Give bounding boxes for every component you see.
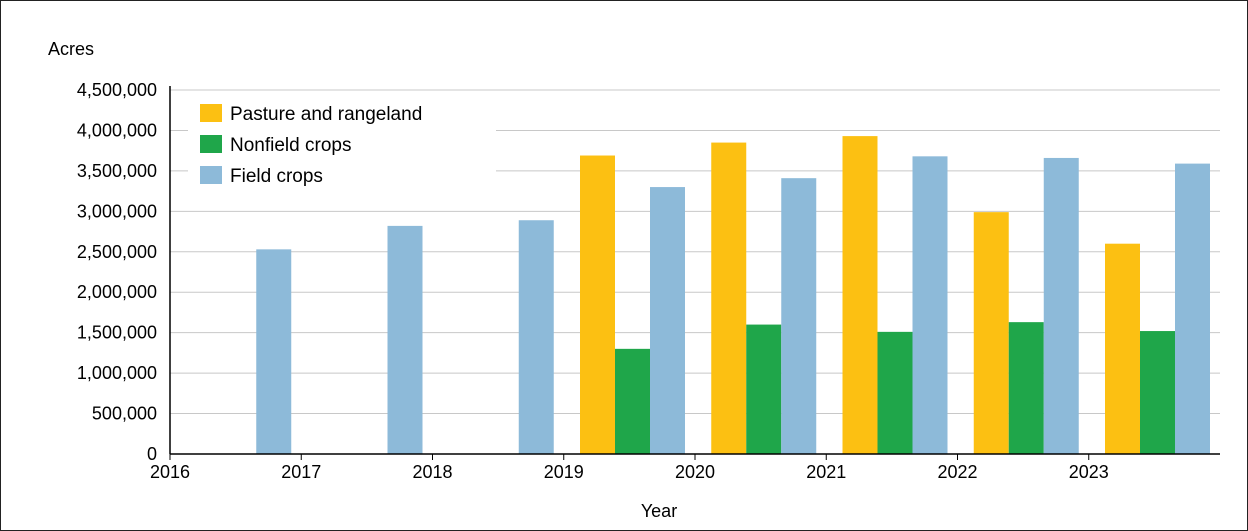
legend-swatch [200,135,222,153]
bar-pasture-and-rangeland-2020 [711,142,747,455]
bars [256,136,1210,455]
legend-swatch [200,166,222,184]
legend-label: Nonfield crops [230,135,351,156]
y-axis-title: Acres [48,39,94,59]
y-tick-label: 1,500,000 [77,323,157,343]
bar-field-crops-2020 [781,178,817,454]
bar-field-crops-2018 [518,220,554,454]
y-tick-label: 500,000 [92,404,157,424]
y-tick-label: 0 [147,444,157,464]
y-tick-label: 3,500,000 [77,161,157,181]
x-tick-label: 2022 [937,462,977,482]
x-axis-title: Year [641,501,677,521]
legend-label: Field crops [230,166,323,187]
x-tick-label: 2018 [412,462,452,482]
legend: Pasture and rangeland Nonfield crops Field… [188,92,496,196]
y-tick-label: 4,000,000 [77,120,157,140]
x-tick-label: 2016 [150,462,190,482]
bar-field-crops-2021 [912,156,948,454]
y-tick-label: 4,500,000 [77,80,157,100]
y-tick-label: 1,000,000 [77,363,157,383]
legend-background [188,92,496,196]
x-tick-label: 2019 [544,462,584,482]
bar-field-crops-2016 [256,249,292,454]
x-tick-label: 2021 [806,462,846,482]
bar-nonfield-crops-2020 [746,324,782,454]
bar-field-crops-2017 [387,225,423,454]
bar-field-crops-2022 [1043,157,1079,455]
bar-nonfield-crops-2021 [877,331,913,454]
bar-nonfield-crops-2019 [615,348,650,454]
legend-label: Pasture and rangeland [230,104,422,125]
bar-pasture-and-rangeland-2019 [580,155,615,454]
x-tick-label: 2017 [281,462,321,482]
bar-field-crops-2019 [650,187,685,455]
bar-pasture-and-rangeland-2023 [1105,243,1140,454]
x-tick-label: 2020 [675,462,715,482]
y-tick-label: 2,000,000 [77,282,157,302]
x-tick-labels: 2016 2017 2018 2019 2020 2021 2022 2023 [150,454,1109,482]
y-tick-label: 2,500,000 [77,242,157,262]
y-tick-labels: 0 500,000 1,000,000 1,500,000 2,000,000 2,500… [77,80,157,464]
y-tick-label: 3,000,000 [77,201,157,221]
bar-nonfield-crops-2023 [1140,331,1175,454]
bar-nonfield-crops-2022 [1008,322,1044,454]
x-tick-label: 2023 [1069,462,1109,482]
bar-pasture-and-rangeland-2022 [973,212,1009,454]
bar-field-crops-2023 [1175,163,1210,454]
bar-pasture-and-rangeland-2021 [842,136,878,454]
legend-swatch [200,104,222,122]
